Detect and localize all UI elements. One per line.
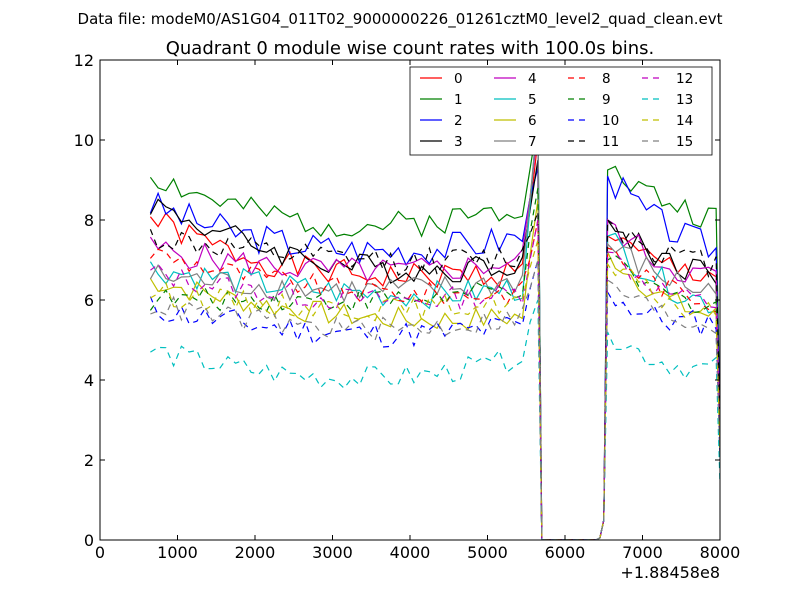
series-line-8 xyxy=(149,219,720,540)
series-line-11 xyxy=(149,211,720,540)
legend-label-9: 9 xyxy=(602,92,611,108)
series-line-9 xyxy=(149,187,720,540)
x-tick-label: 5000 xyxy=(467,543,508,562)
legend-label-0: 0 xyxy=(454,71,463,87)
y-tick-label: 10 xyxy=(74,131,94,150)
x-tick-label: 6000 xyxy=(545,543,586,562)
y-tick-label: 0 xyxy=(84,531,94,550)
series-layer xyxy=(149,107,720,540)
legend-label-3: 3 xyxy=(454,134,463,150)
y-tick-label: 2 xyxy=(84,451,94,470)
y-tick-label: 4 xyxy=(84,371,94,390)
legend-label-2: 2 xyxy=(454,113,463,129)
y-tick-label: 12 xyxy=(74,51,94,70)
series-line-14 xyxy=(150,239,720,540)
legend-label-12: 12 xyxy=(676,71,693,87)
legend-label-11: 11 xyxy=(602,134,619,150)
chart-title: Quadrant 0 module wise count rates with … xyxy=(166,38,655,59)
series-line-4 xyxy=(149,127,720,540)
series-line-2 xyxy=(149,167,720,540)
series-line-10 xyxy=(149,259,720,540)
x-offset-label: +1.88458e8 xyxy=(620,563,720,582)
legend-label-13: 13 xyxy=(676,92,693,108)
x-tick-label: 2000 xyxy=(235,543,276,562)
legend-label-15: 15 xyxy=(676,134,693,150)
legend-label-14: 14 xyxy=(676,113,693,129)
legend-label-1: 1 xyxy=(454,92,463,108)
series-line-15 xyxy=(150,259,720,540)
series-line-0 xyxy=(149,139,720,540)
legend-label-10: 10 xyxy=(602,113,619,129)
x-tick-label: 4000 xyxy=(390,543,431,562)
x-tick-label: 8000 xyxy=(700,543,741,562)
legend-label-7: 7 xyxy=(528,134,537,150)
x-tick-label: 0 xyxy=(95,543,105,562)
legend-label-6: 6 xyxy=(528,113,537,129)
legend-label-5: 5 xyxy=(528,92,537,108)
series-line-7 xyxy=(149,115,720,540)
series-line-1 xyxy=(149,119,720,540)
y-tick-label: 8 xyxy=(84,211,94,230)
ticks-layer: 0 1000 2000 3000 4000 5000 6000 7000 80000246810… xyxy=(74,51,741,562)
legend-box xyxy=(409,66,713,156)
x-tick-label: 3000 xyxy=(312,543,353,562)
x-tick-label: 1000 xyxy=(157,543,198,562)
series-line-5 xyxy=(149,107,720,540)
chart-suptitle: Data file: modeM0/AS1G04_011T02_90000002… xyxy=(78,10,723,29)
legend-label-4: 4 xyxy=(528,71,537,87)
x-tick-label: 7000 xyxy=(622,543,663,562)
y-tick-label: 6 xyxy=(84,291,94,310)
legend-label-8: 8 xyxy=(602,71,611,87)
series-line-6 xyxy=(149,199,720,540)
